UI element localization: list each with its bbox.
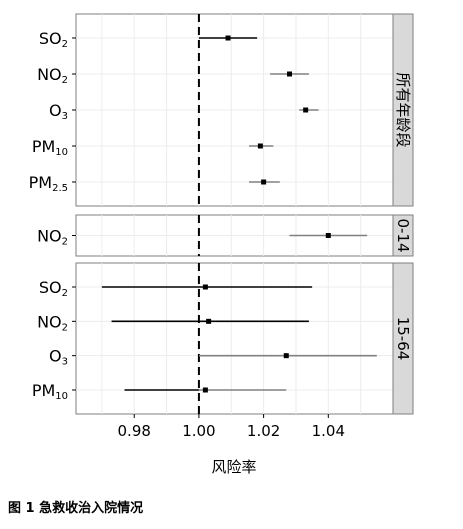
y-tick-label-base: NO xyxy=(37,227,62,246)
y-tick-label-base: SO xyxy=(39,29,62,48)
y-tick-label-base: SO xyxy=(39,278,62,297)
point-estimate xyxy=(303,107,309,113)
x-tick-label: 0.98 xyxy=(118,422,151,440)
x-axis-label: 风险率 xyxy=(211,458,256,476)
point-estimate xyxy=(202,284,208,290)
point-estimate xyxy=(283,353,289,359)
y-tick-label-subscript: 10 xyxy=(55,391,68,402)
x-tick-label: 1.04 xyxy=(312,422,345,440)
facet-panel: NO2 0-14 xyxy=(37,214,414,257)
facet-strip-label: 0-14 xyxy=(394,218,412,252)
y-tick-label-base: PM xyxy=(29,173,52,192)
x-tick-label: 1.00 xyxy=(182,422,215,440)
facet-strip xyxy=(392,214,414,257)
y-tick-label: O3 xyxy=(49,347,68,368)
point-estimate xyxy=(257,143,263,149)
y-tick-label-base: PM xyxy=(32,381,55,400)
x-tick-label: 1.02 xyxy=(247,422,280,440)
y-tick-label-subscript: 2 xyxy=(62,288,68,299)
y-tick-label-base: NO xyxy=(37,65,62,84)
y-tick-label-subscript: 2 xyxy=(62,237,68,248)
y-tick-label-subscript: 2 xyxy=(62,75,68,86)
y-tick-label: PM10 xyxy=(32,381,68,402)
y-tick-label: SO2 xyxy=(39,278,68,299)
facet-strip-label: 15-64 xyxy=(394,317,412,361)
facet-strip xyxy=(392,13,414,207)
y-tick-label-subscript: 3 xyxy=(62,357,68,368)
facet-strip xyxy=(392,262,414,415)
y-tick-label-base: PM xyxy=(32,137,55,156)
point-estimate xyxy=(261,179,267,185)
y-tick-label: NO2 xyxy=(37,65,68,86)
y-tick-label: SO2 xyxy=(39,29,68,50)
y-tick-label-subscript: 3 xyxy=(62,111,68,122)
point-estimate xyxy=(206,318,212,324)
y-tick-label: O3 xyxy=(49,101,68,122)
point-estimate xyxy=(202,387,208,393)
y-tick-label-base: O xyxy=(49,347,62,366)
point-estimate xyxy=(325,233,331,238)
x-axis: 0.98 1.00 1.02 1.04 xyxy=(118,414,345,440)
y-tick-label: NO2 xyxy=(37,227,68,248)
y-tick-label-subscript: 2 xyxy=(62,39,68,50)
panel-background xyxy=(75,262,394,415)
y-tick-label: NO2 xyxy=(37,312,68,333)
y-tick-label-subscript: 2.5 xyxy=(52,183,68,194)
y-tick-label: PM2.5 xyxy=(29,173,68,194)
y-tick-label: PM10 xyxy=(32,137,68,158)
figure-caption: 图 1 急救收治入院情况 xyxy=(8,500,143,516)
y-tick-label-subscript: 2 xyxy=(62,322,68,333)
point-estimate xyxy=(286,71,292,77)
facet-strip-label: 所有年龄段 xyxy=(394,72,412,147)
y-tick-label-base: O xyxy=(49,101,62,120)
point-estimate xyxy=(225,35,231,41)
y-tick-label-subscript: 10 xyxy=(55,147,68,158)
y-tick-label-base: NO xyxy=(37,312,62,331)
